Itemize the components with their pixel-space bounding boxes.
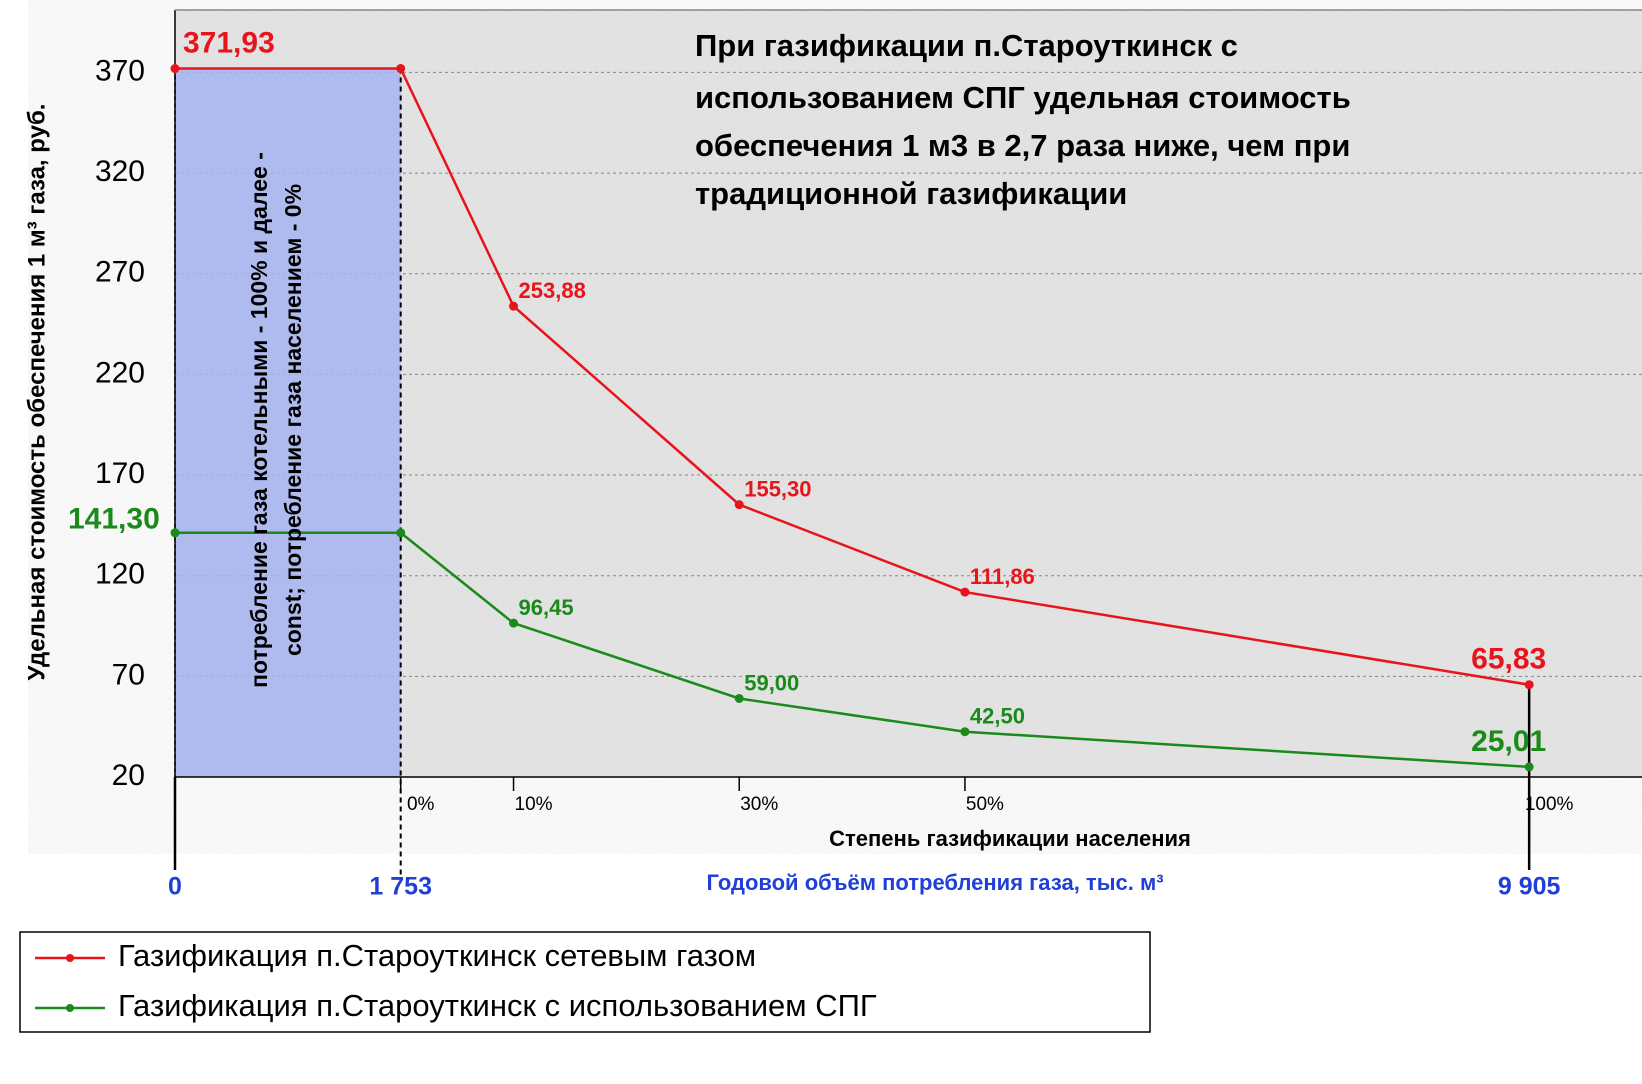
annotation-line: традиционной газификации [695,176,1127,211]
x-tick-label: 30% [740,794,778,815]
legend-label: Газификация п.Староуткинск сетевым газом [118,938,756,973]
shaded-note-line: потребление газа котельными - 100% и дал… [246,152,272,688]
data-label: 65,83 [1471,643,1546,676]
plot-texture [175,10,1642,777]
x2-tick-label: 0 [168,873,182,901]
x-axis-label: Степень газификации населения [829,826,1191,851]
x2-tick-label: 9 905 [1498,873,1561,901]
series-line [175,531,1530,769]
data-point [960,587,970,597]
y-tick-label: 120 [95,558,145,591]
data-label: 111,86 [970,564,1035,589]
y-tick-label: 270 [95,256,145,289]
data-label: 253,88 [519,278,586,303]
data-label: 96,45 [519,595,574,620]
legend-marker [66,1004,74,1012]
series-line [175,67,1530,686]
legend-label: Газификация п.Староуткинск с использован… [118,988,877,1023]
annotation: При газификации п.Староуткинск с использ… [695,28,1351,211]
data-point [734,500,744,510]
x-tick-label: 100% [1525,794,1574,815]
data-point [960,727,970,737]
data-point [509,301,519,311]
data-label: 42,50 [970,704,1025,729]
y-axis-label: Удельная стоимость обеспечения 1 м³ газа… [23,104,50,681]
shaded-note: потребление газа котельными - 100% и дал… [246,152,306,688]
y-tick-label: 70 [112,658,145,691]
x2-tick-label: 1 753 [369,873,432,901]
data-label: 141,30 [68,503,160,536]
data-label: 371,93 [183,26,275,59]
data-point [1524,762,1534,772]
data-point [170,528,180,538]
data-point [396,64,406,74]
x-tick-label: 10% [515,794,553,815]
y-tick-label: 370 [95,54,145,87]
data-point [734,693,744,703]
data-point [396,528,406,538]
shaded-note-line: const; потребление газа населением - 0% [280,184,306,656]
legend-marker [66,954,74,962]
data-point [509,618,519,628]
data-point [170,64,180,74]
x2-axis-label: Годовой объём потребления газа, тыс. м³ [706,870,1163,895]
y-tick-label: 220 [95,356,145,389]
annotation-line: использованием СПГ удельная стоимость [695,80,1351,115]
shaded-region [175,68,401,778]
y-tick-label: 170 [95,457,145,490]
data-label: 25,01 [1471,725,1546,758]
x-tick-label: 0% [407,794,435,815]
annotation-line: обеспечения 1 м3 в 2,7 раза ниже, чем пр… [695,128,1350,163]
annotation-line: При газификации п.Староуткинск с [695,28,1238,63]
x-tick-label: 50% [966,794,1004,815]
data-label: 59,00 [744,670,799,695]
data-label: 155,30 [744,476,811,501]
data-point [1524,680,1534,690]
y-tick-label: 320 [95,155,145,188]
y-tick-label: 20 [112,759,145,792]
legend-box [19,931,1151,1033]
